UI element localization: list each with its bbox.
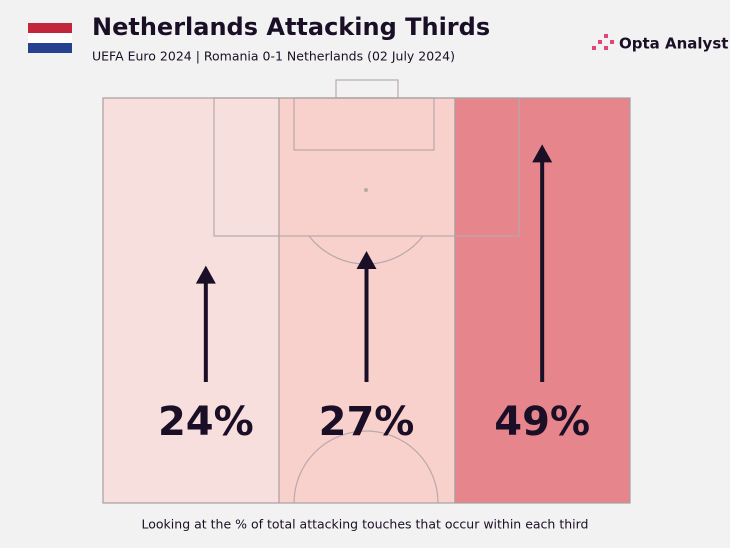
flag (28, 23, 72, 53)
footnote: Looking at the % of total attacking touc… (142, 517, 589, 532)
value-label: 49% (494, 399, 590, 445)
chart-subtitle: UEFA Euro 2024 | Romania 0-1 Netherlands… (92, 49, 455, 64)
chart-title: Netherlands Attacking Thirds (92, 13, 490, 41)
third-zone (103, 98, 279, 503)
value-label: 24% (158, 399, 254, 445)
arrow-head (195, 265, 216, 284)
brand-logo (592, 34, 614, 50)
arrow-head (356, 251, 377, 270)
arrow-head (532, 144, 553, 163)
value-label: 27% (319, 399, 415, 445)
brand: Opta Analyst (619, 35, 728, 53)
